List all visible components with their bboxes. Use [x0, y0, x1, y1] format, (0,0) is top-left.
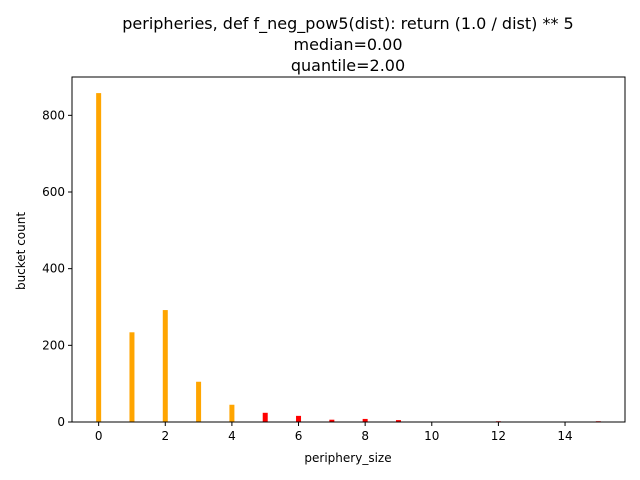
bar-2: [162, 310, 168, 422]
bar-5: [262, 412, 268, 422]
bar-1: [129, 332, 135, 422]
chart-title-line-3: quantile=2.00: [291, 56, 405, 75]
y-tick-label: 400: [42, 262, 65, 276]
bar-4: [229, 404, 235, 422]
y-tick-label: 0: [57, 415, 65, 429]
x-tick-label: 14: [557, 429, 572, 443]
y-axis-label: bucket count: [14, 212, 28, 290]
bar-3: [196, 381, 202, 422]
y-tick-label: 200: [42, 338, 65, 352]
x-tick-label: 8: [361, 429, 369, 443]
x-tick-label: 12: [491, 429, 506, 443]
x-tick-label: 6: [295, 429, 303, 443]
y-tick-label: 600: [42, 185, 65, 199]
y-axis-ticks: 0 200 400 600 800: [42, 108, 72, 429]
y-tick-label: 800: [42, 108, 65, 122]
bar-8: [362, 418, 368, 422]
x-axis-label: periphery_size: [304, 451, 391, 465]
chart-title: peripheries, def f_neg_pow5(dist): retur…: [122, 14, 573, 75]
x-tick-label: 2: [161, 429, 169, 443]
chart-title-line-1: peripheries, def f_neg_pow5(dist): retur…: [122, 14, 573, 34]
chart-title-line-2: median=0.00: [293, 35, 402, 54]
x-tick-label: 4: [228, 429, 236, 443]
bar-6: [296, 415, 302, 422]
plot-area-frame: [71, 76, 626, 423]
bar-0: [96, 93, 102, 422]
bars-group: [96, 93, 601, 422]
x-tick-label: 10: [424, 429, 439, 443]
x-axis-ticks: 0 2 4 6 8 10 12 14: [95, 422, 573, 443]
x-tick-label: 0: [95, 429, 103, 443]
bar-7: [329, 419, 335, 422]
bar-9: [395, 420, 401, 422]
